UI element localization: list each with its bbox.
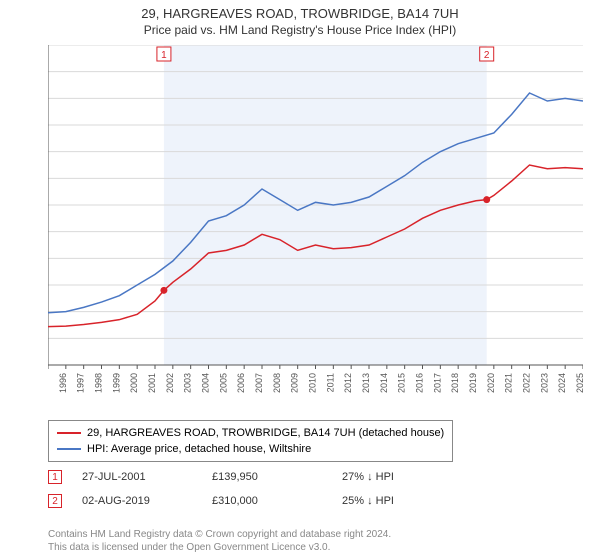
footer-line: This data is licensed under the Open Gov… <box>48 541 391 554</box>
legend-item: 29, HARGREAVES ROAD, TROWBRIDGE, BA14 7U… <box>57 425 444 441</box>
svg-text:2021: 2021 <box>504 373 514 393</box>
table-row: 1 27-JUL-2001 £139,950 27% ↓ HPI <box>48 465 472 489</box>
svg-text:2001: 2001 <box>147 373 157 393</box>
sale-date: 02-AUG-2019 <box>82 495 212 507</box>
svg-text:1998: 1998 <box>94 373 104 393</box>
svg-text:2005: 2005 <box>218 373 228 393</box>
svg-text:2011: 2011 <box>325 373 335 392</box>
svg-text:2019: 2019 <box>468 373 478 393</box>
sale-points-table: 1 27-JUL-2001 £139,950 27% ↓ HPI 2 02-AU… <box>48 465 472 513</box>
chart-container: 29, HARGREAVES ROAD, TROWBRIDGE, BA14 7U… <box>0 0 600 560</box>
svg-text:2004: 2004 <box>201 373 211 393</box>
header: 29, HARGREAVES ROAD, TROWBRIDGE, BA14 7U… <box>0 0 600 37</box>
legend-swatch <box>57 432 81 434</box>
svg-text:2022: 2022 <box>522 373 532 393</box>
svg-text:2024: 2024 <box>557 373 567 393</box>
svg-text:2010: 2010 <box>308 373 318 393</box>
svg-text:2016: 2016 <box>415 373 425 393</box>
svg-text:2012: 2012 <box>343 373 353 393</box>
sale-date: 27-JUL-2001 <box>82 471 212 483</box>
attribution-footer: Contains HM Land Registry data © Crown c… <box>48 528 391 554</box>
svg-text:2002: 2002 <box>165 373 175 393</box>
svg-text:1999: 1999 <box>111 373 121 393</box>
svg-text:1995: 1995 <box>48 373 50 393</box>
svg-text:1: 1 <box>161 50 167 61</box>
sale-delta: 25% ↓ HPI <box>342 495 472 507</box>
legend: 29, HARGREAVES ROAD, TROWBRIDGE, BA14 7U… <box>48 420 453 462</box>
svg-text:2014: 2014 <box>379 373 389 393</box>
svg-text:2025: 2025 <box>575 373 583 393</box>
chart-subtitle: Price paid vs. HM Land Registry's House … <box>0 23 600 37</box>
sale-delta: 27% ↓ HPI <box>342 471 472 483</box>
svg-text:2008: 2008 <box>272 373 282 393</box>
legend-label: HPI: Average price, detached house, Wilt… <box>87 443 311 455</box>
svg-text:2020: 2020 <box>486 373 496 393</box>
sale-price: £310,000 <box>212 495 342 507</box>
svg-text:2003: 2003 <box>183 373 193 393</box>
svg-text:2: 2 <box>484 50 490 61</box>
chart-area: £0£50K£100K£150K£200K£250K£300K£350K£400… <box>48 45 583 400</box>
svg-text:2015: 2015 <box>397 373 407 393</box>
chart-title: 29, HARGREAVES ROAD, TROWBRIDGE, BA14 7U… <box>0 6 600 21</box>
svg-text:2017: 2017 <box>432 373 442 393</box>
svg-text:2009: 2009 <box>290 373 300 393</box>
svg-text:2006: 2006 <box>236 373 246 393</box>
legend-label: 29, HARGREAVES ROAD, TROWBRIDGE, BA14 7U… <box>87 427 444 439</box>
svg-text:2013: 2013 <box>361 373 371 393</box>
legend-item: HPI: Average price, detached house, Wilt… <box>57 441 444 457</box>
footer-line: Contains HM Land Registry data © Crown c… <box>48 528 391 541</box>
legend-swatch <box>57 448 81 450</box>
svg-text:1997: 1997 <box>76 373 86 393</box>
svg-text:1996: 1996 <box>58 373 68 393</box>
svg-text:2000: 2000 <box>129 373 139 393</box>
svg-text:2018: 2018 <box>450 373 460 393</box>
point-marker: 2 <box>48 494 62 508</box>
point-marker: 1 <box>48 470 62 484</box>
table-row: 2 02-AUG-2019 £310,000 25% ↓ HPI <box>48 489 472 513</box>
svg-text:2023: 2023 <box>539 373 549 393</box>
sale-price: £139,950 <box>212 471 342 483</box>
svg-text:2007: 2007 <box>254 373 264 393</box>
line-chart: £0£50K£100K£150K£200K£250K£300K£350K£400… <box>48 45 583 400</box>
